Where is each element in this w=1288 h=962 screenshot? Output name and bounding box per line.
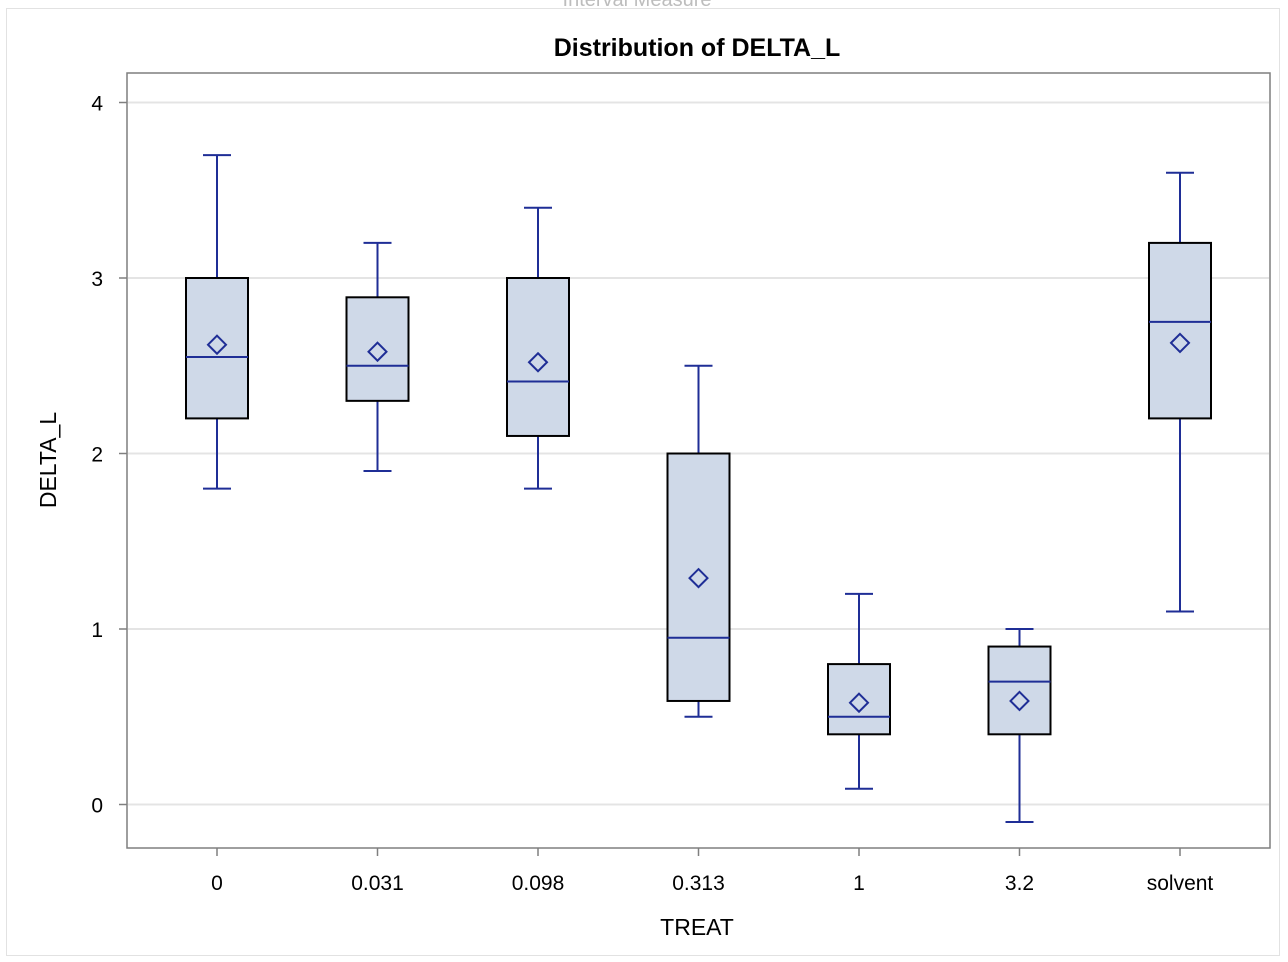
box-group — [827, 592, 891, 790]
mean-marker — [1169, 332, 1191, 354]
x-tick-label: 0.098 — [512, 872, 565, 895]
x-axis-label: TREAT — [660, 914, 734, 940]
y-tick-label: 0 — [91, 795, 103, 818]
mean-marker — [848, 692, 870, 714]
x-tick-label: 0.031 — [351, 872, 404, 895]
box-iqr — [666, 452, 731, 702]
y-tick-label: 2 — [91, 444, 103, 467]
box-iqr — [506, 277, 570, 437]
chart-frame — [6, 8, 1280, 956]
box-group — [506, 206, 570, 490]
y-axis: 0 1 2 3 4 — [91, 93, 127, 818]
boxes — [185, 154, 1212, 824]
x-tick-label: 0.313 — [672, 872, 725, 895]
chart-title: Distribution of DELTA_L — [554, 34, 841, 62]
cut-off-top-text: Interval Measure — [563, 0, 712, 11]
x-axis: 0 0.031 0.098 0.313 1 3.2 solvent — [211, 848, 1213, 895]
y-tick-label: 4 — [91, 93, 103, 116]
mean-marker — [688, 567, 709, 589]
x-tick-label: 3.2 — [1005, 872, 1034, 895]
box-group — [987, 628, 1052, 824]
box-iqr — [987, 645, 1052, 736]
mean-marker — [206, 334, 228, 356]
box-iqr — [345, 296, 410, 402]
x-tick-label: 0 — [211, 872, 223, 895]
mean-marker — [367, 341, 388, 363]
box-iqr — [827, 663, 891, 736]
box-iqr — [1148, 241, 1212, 420]
x-tick-label: solvent — [1147, 872, 1214, 895]
x-tick-label: 1 — [853, 872, 865, 895]
box-iqr — [185, 277, 249, 420]
mean-marker — [1009, 690, 1030, 712]
y-axis-label: DELTA_L — [35, 412, 61, 509]
box-group — [1148, 171, 1212, 613]
y-tick-label: 1 — [91, 619, 103, 642]
mean-marker — [527, 351, 549, 373]
y-tick-label: 3 — [91, 268, 103, 291]
box-group — [185, 154, 249, 490]
box-group — [345, 241, 410, 473]
box-group — [666, 364, 731, 718]
